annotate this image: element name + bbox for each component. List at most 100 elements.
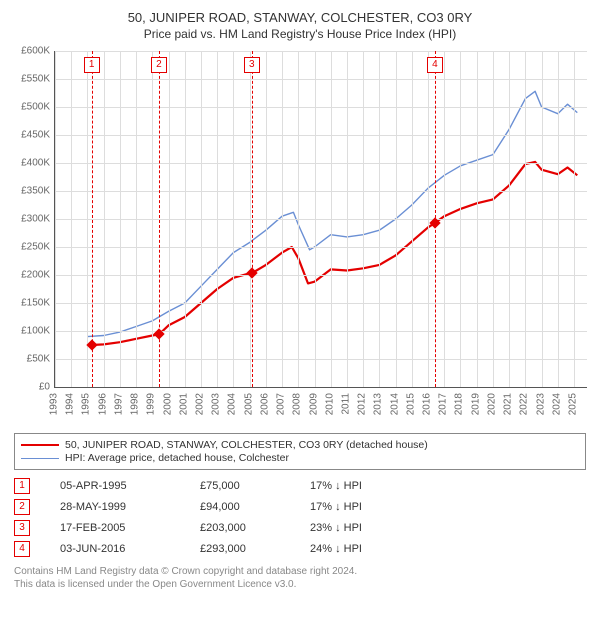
gridline-h <box>55 135 587 136</box>
gridline-v <box>493 51 494 387</box>
gridline-v <box>477 51 478 387</box>
gridline-v <box>250 51 251 387</box>
sale-marker-label: 1 <box>84 57 100 73</box>
footer-line-2: This data is licensed under the Open Gov… <box>14 578 586 591</box>
sale-row-price: £94,000 <box>200 501 280 513</box>
sale-row-index: 2 <box>14 499 30 515</box>
x-tick-label: 2012 <box>357 393 368 415</box>
y-tick-label: £0 <box>8 382 50 393</box>
gridline-h <box>55 51 587 52</box>
x-tick-label: 1994 <box>65 393 76 415</box>
y-tick-label: £500K <box>8 102 50 113</box>
gridline-v <box>412 51 413 387</box>
gridline-v <box>282 51 283 387</box>
sale-marker-label: 3 <box>244 57 260 73</box>
series-line <box>87 91 577 336</box>
x-tick-label: 2022 <box>519 393 530 415</box>
gridline-v <box>525 51 526 387</box>
gridline-v <box>428 51 429 387</box>
y-tick-label: £50K <box>8 354 50 365</box>
gridline-h <box>55 359 587 360</box>
gridline-v <box>71 51 72 387</box>
gridline-v <box>331 51 332 387</box>
gridline-h <box>55 219 587 220</box>
gridline-v <box>217 51 218 387</box>
gridline-v <box>120 51 121 387</box>
y-tick-label: £450K <box>8 130 50 141</box>
x-tick-label: 2021 <box>503 393 514 415</box>
x-tick-label: 2013 <box>373 393 384 415</box>
sale-row-price: £293,000 <box>200 543 280 555</box>
y-tick-label: £350K <box>8 186 50 197</box>
gridline-v <box>542 51 543 387</box>
y-tick-label: £600K <box>8 46 50 57</box>
x-tick-label: 2010 <box>324 393 335 415</box>
x-tick-label: 2007 <box>276 393 287 415</box>
legend-label: HPI: Average price, detached house, Colc… <box>65 452 289 464</box>
gridline-v <box>201 51 202 387</box>
gridline-v <box>509 51 510 387</box>
sales-table: 105-APR-1995£75,00017% ↓ HPI228-MAY-1999… <box>14 478 586 557</box>
sale-row-date: 17-FEB-2005 <box>60 522 170 534</box>
gridline-v <box>574 51 575 387</box>
legend: 50, JUNIPER ROAD, STANWAY, COLCHESTER, C… <box>14 433 586 470</box>
y-tick-label: £100K <box>8 326 50 337</box>
gridline-h <box>55 107 587 108</box>
legend-item: 50, JUNIPER ROAD, STANWAY, COLCHESTER, C… <box>21 439 579 451</box>
gridline-v <box>152 51 153 387</box>
gridline-h <box>55 331 587 332</box>
plot-area: 1 2 3 4 <box>54 51 587 388</box>
x-tick-label: 2004 <box>227 393 238 415</box>
sale-row: 228-MAY-1999£94,00017% ↓ HPI <box>14 499 586 515</box>
sale-marker-label: 4 <box>427 57 443 73</box>
x-tick-label: 2011 <box>340 393 351 415</box>
price-chart: 1234 £0£50K£100K£150K£200K£250K£300K£350… <box>8 47 592 427</box>
gridline-v <box>87 51 88 387</box>
footer-line-1: Contains HM Land Registry data © Crown c… <box>14 565 586 578</box>
sale-row: 3 17-FEB-2005 £203,000 23% ↓ HPI <box>14 520 586 536</box>
x-tick-label: 2002 <box>194 393 205 415</box>
title-address: 50, JUNIPER ROAD, STANWAY, COLCHESTER, C… <box>8 10 592 25</box>
gridline-v <box>136 51 137 387</box>
sale-row-pct: 23% ↓ HPI <box>310 522 410 534</box>
sale-row-price: £203,000 <box>200 522 280 534</box>
sale-row-date: 05-APR-1995 <box>60 480 170 492</box>
x-tick-label: 2000 <box>162 393 173 415</box>
x-tick-label: 2015 <box>405 393 416 415</box>
gridline-h <box>55 79 587 80</box>
x-tick-label: 1995 <box>81 393 92 415</box>
gridline-v <box>558 51 559 387</box>
gridline-h <box>55 247 587 248</box>
x-tick-label: 2017 <box>438 393 449 415</box>
gridline-v <box>396 51 397 387</box>
sale-row: 105-APR-1995£75,00017% ↓ HPI <box>14 478 586 494</box>
x-tick-label: 1999 <box>146 393 157 415</box>
gridline-v <box>347 51 348 387</box>
sale-row-index: 4 <box>14 541 30 557</box>
gridline-v <box>104 51 105 387</box>
sale-marker-label: 2 <box>151 57 167 73</box>
gridline-v <box>233 51 234 387</box>
x-tick-label: 2020 <box>486 393 497 415</box>
x-tick-label: 1998 <box>130 393 141 415</box>
sale-row-index: 3 <box>14 520 30 536</box>
x-tick-label: 2014 <box>389 393 400 415</box>
gridline-v <box>298 51 299 387</box>
gridline-v <box>460 51 461 387</box>
gridline-v <box>444 51 445 387</box>
gridline-h <box>55 163 587 164</box>
gridline-v <box>55 51 56 387</box>
sale-row-price: £75,000 <box>200 480 280 492</box>
title-sub: Price paid vs. HM Land Registry's House … <box>8 27 592 41</box>
sale-row-index: 1 <box>14 478 30 494</box>
y-tick-label: £150K <box>8 298 50 309</box>
x-tick-label: 2009 <box>308 393 319 415</box>
x-tick-label: 2019 <box>470 393 481 415</box>
x-tick-label: 2006 <box>259 393 270 415</box>
gridline-v <box>266 51 267 387</box>
x-tick-label: 2024 <box>551 393 562 415</box>
y-tick-label: £200K <box>8 270 50 281</box>
gridline-h <box>55 303 587 304</box>
x-tick-label: 2018 <box>454 393 465 415</box>
x-tick-label: 2025 <box>568 393 579 415</box>
